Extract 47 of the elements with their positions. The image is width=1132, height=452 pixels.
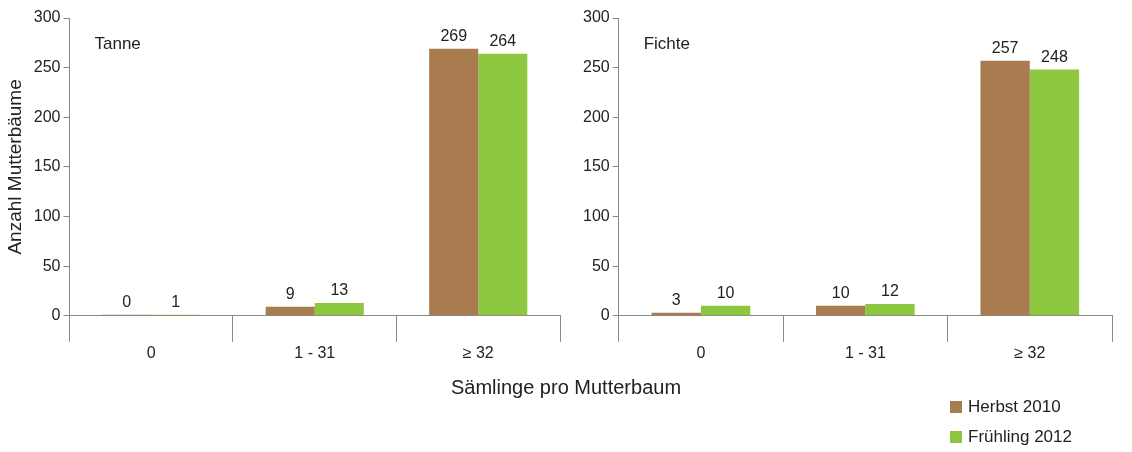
x-tick-label: 0 bbox=[146, 343, 156, 361]
y-tick-label: 300 bbox=[582, 8, 610, 26]
data-label: 257 bbox=[991, 39, 1019, 57]
data-label: 0 bbox=[122, 293, 132, 311]
y-tick-label: 250 bbox=[582, 58, 610, 76]
legend-label: Herbst 2010 bbox=[968, 397, 1061, 417]
y-axis-title: Anzahl Mutterbäume bbox=[3, 79, 25, 255]
y-tick-label: 100 bbox=[582, 206, 610, 224]
x-tick-label: ≥ 32 bbox=[462, 343, 494, 361]
y-tick-label: 50 bbox=[591, 256, 610, 274]
data-label: 12 bbox=[881, 282, 900, 300]
data-label: 10 bbox=[831, 284, 850, 302]
bar bbox=[314, 302, 364, 316]
annotation: Tanne bbox=[94, 34, 141, 54]
y-tick-label: 150 bbox=[582, 157, 610, 175]
y-tick-label: 200 bbox=[33, 107, 61, 125]
bar bbox=[265, 306, 315, 316]
y-tick-label: 100 bbox=[33, 206, 61, 224]
data-label: 248 bbox=[1041, 48, 1068, 66]
bar bbox=[816, 305, 866, 316]
y-tick-label: 250 bbox=[33, 58, 61, 76]
y-tick-label: 200 bbox=[582, 107, 610, 125]
bar bbox=[429, 48, 479, 316]
data-label: 269 bbox=[440, 27, 468, 45]
y-tick-label: 300 bbox=[33, 8, 61, 26]
bar bbox=[1029, 69, 1080, 316]
data-label: 264 bbox=[489, 32, 517, 50]
data-label: 10 bbox=[716, 284, 735, 302]
legend-label: Frühling 2012 bbox=[968, 427, 1072, 447]
data-label: 3 bbox=[671, 291, 681, 309]
bar bbox=[865, 303, 915, 316]
data-label: 9 bbox=[285, 285, 295, 303]
x-tick-label: 1 - 31 bbox=[294, 343, 336, 361]
bar bbox=[700, 305, 751, 316]
bar bbox=[980, 60, 1030, 316]
y-tick-label: 0 bbox=[600, 306, 610, 324]
x-axis-title: Sämlinge pro Mutterbaum bbox=[450, 376, 682, 398]
annotation: Fichte bbox=[643, 34, 690, 54]
bar bbox=[478, 53, 528, 316]
data-label: 1 bbox=[171, 293, 181, 311]
x-tick-label: 1 - 31 bbox=[844, 343, 886, 361]
y-tick-label: 50 bbox=[42, 256, 61, 274]
data-label: 13 bbox=[330, 281, 349, 299]
x-tick-label: ≥ 32 bbox=[1014, 343, 1046, 361]
y-tick-label: 150 bbox=[33, 157, 61, 175]
y-tick-label: 0 bbox=[51, 306, 61, 324]
x-tick-label: 0 bbox=[696, 343, 706, 361]
